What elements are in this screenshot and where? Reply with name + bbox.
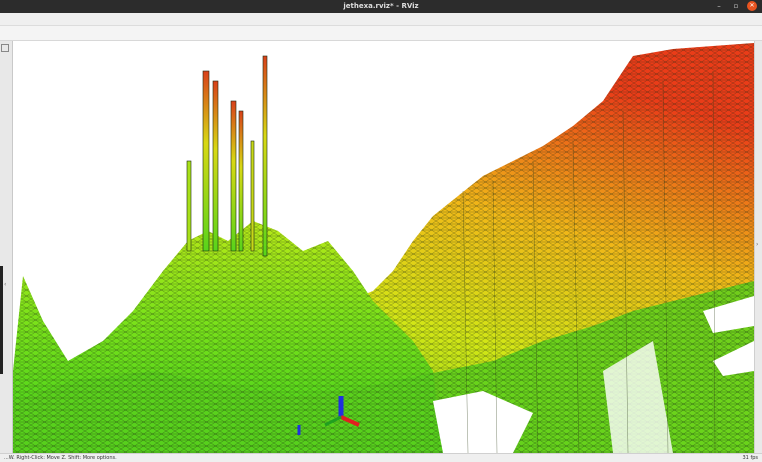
minimize-button[interactable]: –	[717, 2, 721, 10]
close-button[interactable]: ✕	[747, 1, 757, 11]
right-panel-collapse-handle[interactable]: ›	[756, 241, 759, 248]
terrain-spikes	[186, 55, 268, 257]
status-hint: ...W. Right-Click: Move Z. Shift: More o…	[4, 455, 117, 461]
displays-panel[interactable]: ‹	[0, 41, 13, 453]
panel-float-icon[interactable]	[1, 44, 9, 52]
terrain-gaps	[433, 296, 754, 453]
panel-content-strip	[0, 266, 3, 374]
elevation-map-render	[13, 43, 754, 453]
fps-counter: 31 fps	[742, 455, 759, 461]
window-title: jethexa.rviz* - RViz	[343, 2, 419, 10]
tool-bar	[0, 26, 762, 41]
menu-bar	[0, 13, 762, 26]
3d-render-view[interactable]	[13, 41, 754, 453]
title-bar: jethexa.rviz* - RViz – ▫ ✕	[0, 0, 762, 13]
status-bar: ...W. Right-Click: Move Z. Shift: More o…	[0, 453, 762, 462]
side-panel-collapse-handle[interactable]: ‹	[4, 281, 7, 288]
robot-axes-marker	[297, 396, 360, 435]
maximize-button[interactable]: ▫	[733, 2, 739, 10]
views-panel[interactable]: ›	[754, 41, 762, 453]
